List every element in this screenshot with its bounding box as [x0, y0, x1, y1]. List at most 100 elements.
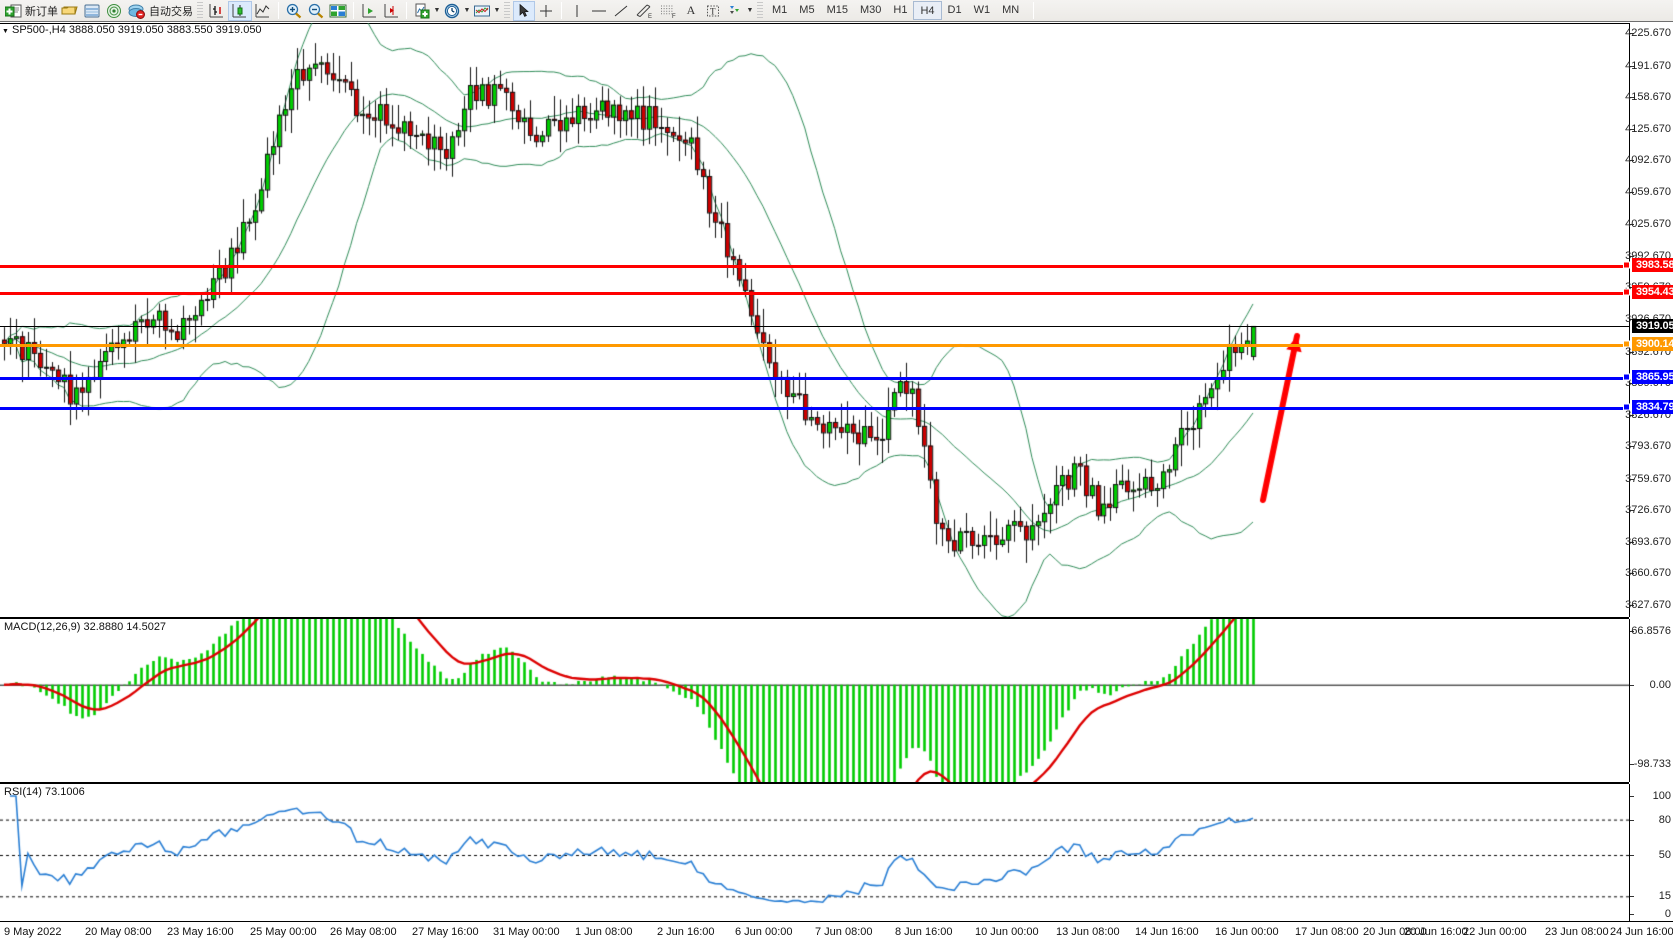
support-3834[interactable]: 3834.791 — [1632, 399, 1673, 414]
navigator-icon[interactable] — [103, 1, 125, 21]
data-window-icon[interactable] — [81, 1, 103, 21]
period-dropdown-arrow[interactable]: ▼ — [463, 7, 471, 14]
timeframe-h1[interactable]: H1 — [893, 4, 908, 16]
current-price-tag[interactable]: 3919.050 — [1632, 319, 1673, 334]
macd-pane-top-border — [0, 617, 1629, 619]
hline-icon[interactable] — [588, 1, 610, 21]
price-tick-label: 4225.670 — [1625, 27, 1671, 39]
timeframe-w1[interactable]: W1 — [973, 4, 991, 16]
time-axis-label: 13 Jun 08:00 — [1056, 926, 1120, 938]
time-axis-label: 27 May 16:00 — [412, 926, 479, 938]
autotrading-label[interactable]: 自动交易 — [149, 5, 193, 18]
indicators-dropdown-arrow[interactable]: ▼ — [433, 7, 441, 14]
price-tick — [1630, 351, 1634, 353]
price-tick-label: 4125.670 — [1625, 122, 1671, 135]
bar-chart-icon[interactable] — [206, 1, 228, 21]
price-tick-label: 4059.670 — [1625, 185, 1671, 198]
rsi-axis-line — [1629, 784, 1630, 921]
equidistant-channel-icon[interactable]: E — [632, 1, 656, 21]
price-tick — [1630, 97, 1634, 99]
rsi-tick-label: 100 — [1652, 790, 1671, 802]
time-axis-label: 20 Jun 08:00 — [1363, 926, 1427, 938]
time-axis-label: 24 Jun 16:00 — [1610, 926, 1673, 938]
zoom-in-icon[interactable] — [283, 1, 305, 21]
rsi-pane-top-border — [0, 782, 1629, 784]
toolbar-grip-3[interactable] — [757, 2, 763, 19]
autotrading-icon[interactable] — [125, 1, 148, 21]
candlestick-icon[interactable] — [228, 0, 252, 21]
timeframe-mn[interactable]: MN — [1002, 4, 1020, 16]
rsi-tick — [1630, 896, 1634, 898]
timeframe-m5[interactable]: M5 — [799, 4, 815, 16]
price-line-handle[interactable] — [1623, 373, 1630, 381]
price-line-support-3834[interactable] — [0, 406, 1629, 410]
pivot-3900[interactable]: 3900.140 — [1632, 337, 1673, 352]
support-3865[interactable]: 3865.958 — [1632, 370, 1673, 385]
price-tick — [1630, 128, 1634, 130]
rsi-tick-label: 80 — [1658, 813, 1671, 826]
timeframe-m1[interactable]: M1 — [772, 4, 788, 16]
fibonacci-icon[interactable]: F — [656, 1, 680, 21]
text-icon[interactable]: A — [686, 3, 696, 17]
shift-start-icon[interactable] — [358, 1, 380, 21]
shift-end-icon[interactable] — [380, 1, 402, 21]
objects-icon[interactable] — [724, 1, 746, 21]
toolbar-separator-5 — [1033, 2, 1035, 19]
time-axis-label: 16 Jun 00:00 — [1215, 926, 1279, 938]
timeframe-group: M1 M5 M15 M30 H1 H4 D1 W1 MN — [766, 1, 1025, 20]
price-tick-label: 4158.670 — [1625, 91, 1671, 104]
folder-icon[interactable] — [59, 1, 81, 21]
time-axis[interactable]: 9 May 2022 20 May 08:00 23 May 16:00 25 May… — [0, 921, 1673, 943]
price-tick-label: 3726.670 — [1625, 504, 1671, 517]
timeframe-m30[interactable]: M30 — [859, 4, 882, 16]
templates-dropdown-arrow[interactable]: ▼ — [493, 7, 501, 14]
time-axis-label: 2 Jun 16:00 — [657, 926, 715, 938]
resistance-3983[interactable]: 3983.585 — [1632, 257, 1673, 272]
objects-dropdown-arrow[interactable]: ▼ — [746, 7, 754, 14]
indicators-icon[interactable] — [411, 1, 433, 21]
time-axis-label: 23 May 16:00 — [167, 926, 234, 938]
price-tick-label: 3660.670 — [1625, 567, 1671, 580]
macd-pane[interactable]: MACD(12,26,9) 32.8880 14.5027 66.85760.0… — [0, 617, 1673, 782]
new-order-icon[interactable] — [2, 1, 24, 21]
line-chart-icon[interactable] — [252, 1, 274, 21]
timeframe-h4[interactable]: H4 — [913, 1, 942, 20]
rsi-tick — [1630, 796, 1634, 797]
price-tick — [1630, 478, 1634, 480]
price-line-support-3865[interactable] — [0, 377, 1629, 381]
cursor-icon[interactable] — [513, 0, 535, 21]
grid-icon[interactable] — [327, 1, 349, 21]
rsi-tick — [1630, 914, 1634, 915]
toolbar-grip-2[interactable] — [504, 2, 510, 19]
vline-icon[interactable] — [566, 1, 588, 21]
price-line-resistance-3954[interactable] — [0, 292, 1629, 296]
toolbar-grip[interactable] — [197, 2, 203, 19]
rsi-canvas — [0, 784, 1629, 921]
label-icon[interactable]: T — [702, 1, 724, 21]
trendline-icon[interactable] — [610, 1, 632, 21]
chart-area[interactable]: SP500-,H4 3888.050 3919.050 3883.550 391… — [0, 23, 1673, 943]
toolbar-separator — [278, 2, 279, 19]
price-line-current-price-tag[interactable] — [0, 326, 1629, 328]
price-line-handle[interactable] — [1623, 261, 1630, 269]
templates-icon[interactable] — [471, 1, 493, 21]
timeframe-m15[interactable]: M15 — [826, 4, 848, 16]
price-line-resistance-3983[interactable] — [0, 264, 1629, 268]
price-tick-label: 3693.670 — [1625, 535, 1671, 548]
period-icon[interactable] — [441, 1, 463, 21]
price-line-handle[interactable] — [1623, 340, 1630, 348]
price-line-handle[interactable] — [1623, 403, 1630, 411]
timeframe-d1[interactable]: D1 — [947, 4, 962, 16]
svg-text:F: F — [672, 14, 676, 19]
svg-text:T: T — [710, 6, 716, 16]
zoom-out-icon[interactable] — [305, 1, 327, 21]
price-pane[interactable]: SP500-,H4 3888.050 3919.050 3883.550 391… — [0, 23, 1673, 617]
price-line-handle[interactable] — [1623, 288, 1630, 296]
resistance-3954[interactable]: 3954.430 — [1632, 285, 1673, 300]
price-line-pivot-3900[interactable] — [0, 344, 1629, 348]
price-tick — [1630, 33, 1634, 34]
new-order-label[interactable]: 新订单 — [25, 5, 58, 18]
crosshair-icon[interactable] — [535, 1, 557, 21]
price-candles-canvas[interactable] — [0, 23, 1629, 617]
